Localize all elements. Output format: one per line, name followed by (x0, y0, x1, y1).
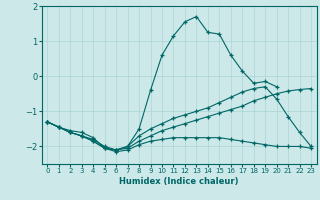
X-axis label: Humidex (Indice chaleur): Humidex (Indice chaleur) (119, 177, 239, 186)
